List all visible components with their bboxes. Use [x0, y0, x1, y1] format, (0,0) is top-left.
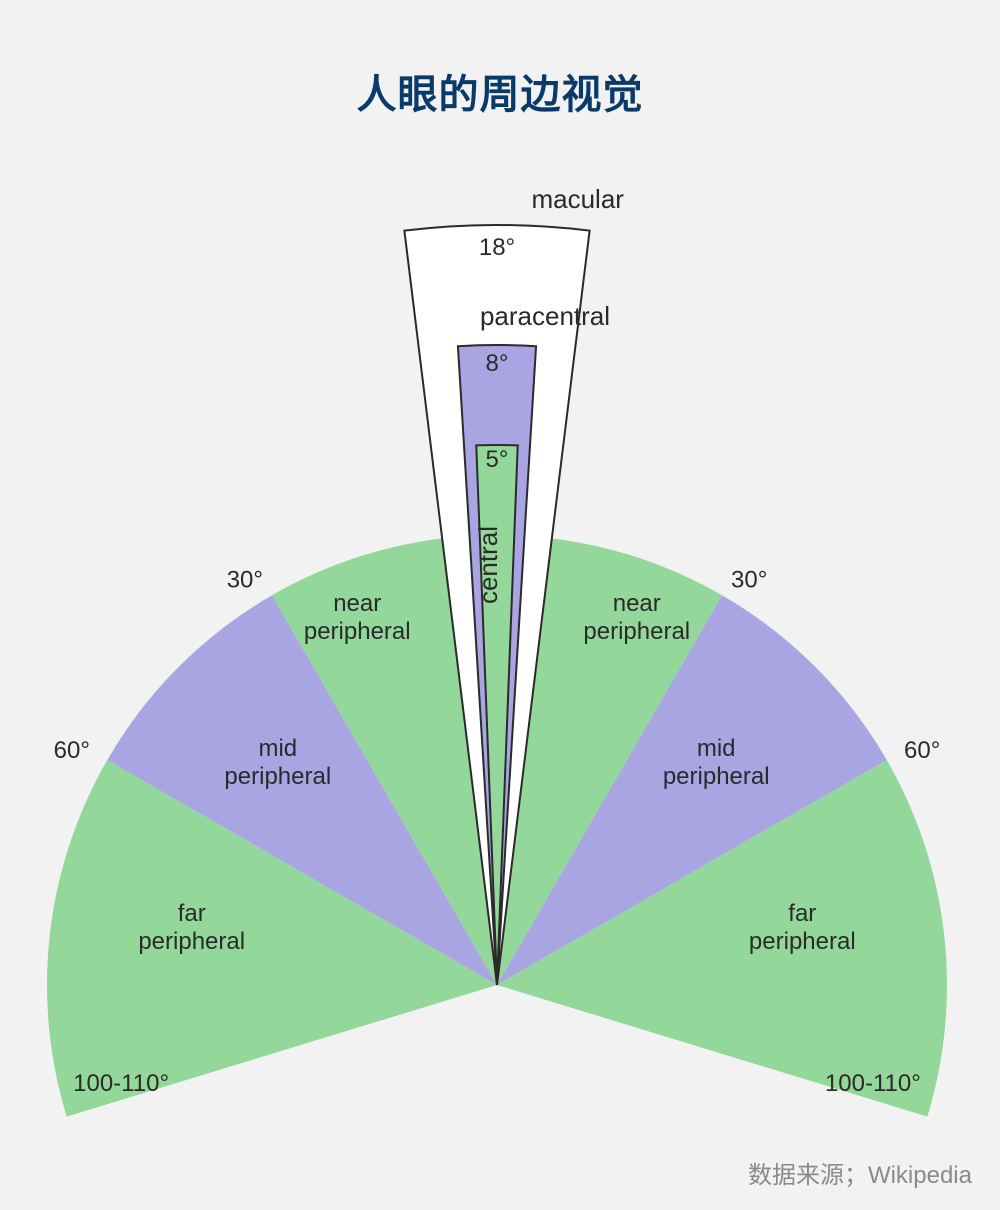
- boundary-label: 30°: [227, 567, 263, 594]
- label-paracentral: paracentral: [480, 301, 610, 331]
- credit-text: 数据来源；Wikipedia: [748, 1155, 972, 1190]
- boundary-label: 60°: [54, 737, 90, 764]
- boundary-label: 60°: [904, 737, 940, 764]
- label-central: central: [473, 526, 503, 604]
- boundary-label: 100-110°: [73, 1070, 169, 1097]
- boundary-label: 30°: [731, 567, 767, 594]
- peripheral-vision-diagram: macular18°paracentral8°5°centralfarperip…: [0, 0, 1000, 1210]
- degree-paracentral: 8°: [486, 350, 509, 377]
- degree-central: 5°: [486, 446, 509, 473]
- boundary-label: 100-110°: [825, 1070, 921, 1097]
- degree-macular: 18°: [479, 234, 515, 261]
- label-macular: macular: [531, 184, 624, 214]
